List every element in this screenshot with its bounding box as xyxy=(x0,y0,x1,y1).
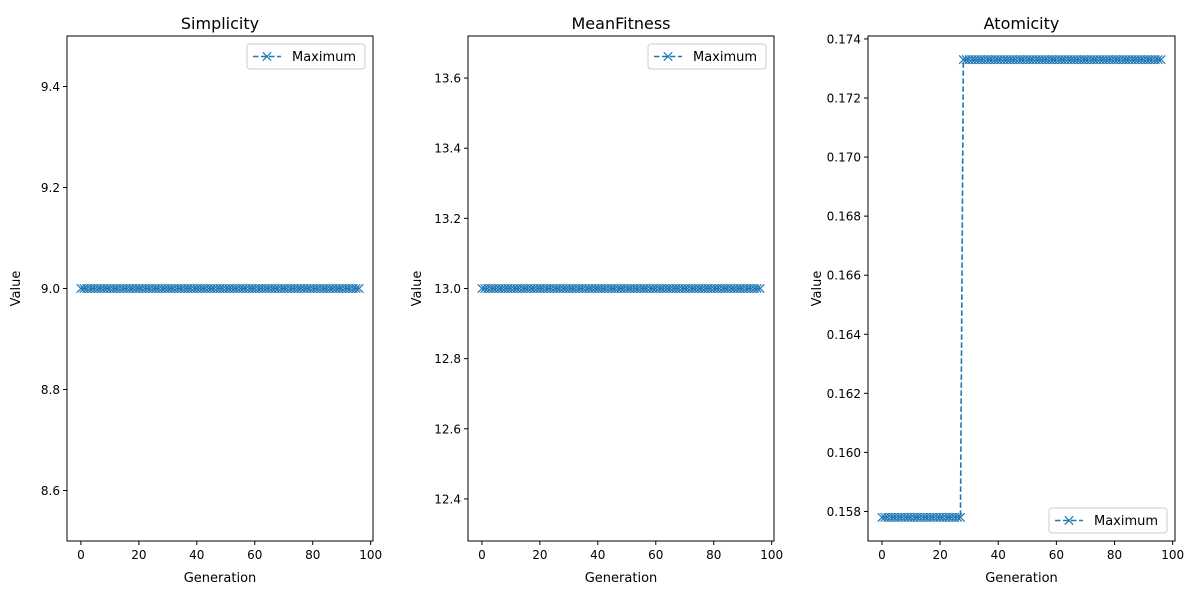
y-tick-label: 0.174 xyxy=(827,32,861,46)
y-tick-label: 9.0 xyxy=(41,282,60,296)
y-tick-label: 0.158 xyxy=(827,505,861,519)
y-tick-label: 0.162 xyxy=(827,387,861,401)
y-tick-label: 13.0 xyxy=(434,282,461,296)
chart-title: Simplicity xyxy=(181,14,259,33)
x-tick-label: 40 xyxy=(189,548,204,562)
y-axis-label: Value xyxy=(810,271,825,307)
subplot-1: Simplicity 0 20 40 60 80 100 8.6 8.8 9.0 9.2 9.4 Gen… xyxy=(9,14,382,586)
y-tick-label: 0.168 xyxy=(827,210,861,224)
legend: Maximum xyxy=(647,43,767,70)
x-tick-label: 40 xyxy=(590,548,605,562)
y-tick-label: 12.4 xyxy=(434,492,461,506)
legend-marker xyxy=(262,51,272,62)
x-tick-label: 100 xyxy=(1161,548,1184,562)
y-tick-label: 8.8 xyxy=(41,383,60,397)
y-tick-label: 12.6 xyxy=(434,422,461,436)
y-tick-label: 13.6 xyxy=(434,72,461,86)
x-tick-label: 80 xyxy=(1107,548,1122,562)
legend-box xyxy=(647,43,767,70)
y-tick-label: 12.8 xyxy=(434,352,461,366)
x-tick-label: 100 xyxy=(359,548,382,562)
y-tick-label: 9.2 xyxy=(41,181,60,195)
y-tick-label: 9.4 xyxy=(41,80,60,94)
x-tick-label: 20 xyxy=(532,548,547,562)
data-point xyxy=(755,283,765,294)
x-tick-label: 80 xyxy=(305,548,320,562)
y-tick-label: 0.166 xyxy=(827,269,861,283)
legend-box xyxy=(246,43,366,70)
subplot-2: MeanFitness 0 20 40 60 80 100 12.4 12.6 12.8 13.0 1… xyxy=(410,14,783,586)
x-axis-label: Generation xyxy=(184,571,257,586)
x-axis-label: Generation xyxy=(985,571,1058,586)
data-point xyxy=(952,512,963,522)
data-point xyxy=(351,283,361,294)
data-point xyxy=(1156,55,1166,65)
y-tick-label: 0.160 xyxy=(827,446,861,460)
y-tick-label: 0.170 xyxy=(827,151,861,165)
data-point xyxy=(354,283,364,294)
y-axis-label: Value xyxy=(9,271,24,307)
series-line-maximum xyxy=(881,58,1162,519)
data-point xyxy=(1153,55,1163,65)
y-tick-label: 0.172 xyxy=(827,92,861,106)
x-tick-label: 80 xyxy=(706,548,721,562)
x-axis-label: Generation xyxy=(585,571,658,586)
x-tick-label: 40 xyxy=(991,548,1006,562)
x-tick-label: 60 xyxy=(247,548,262,562)
legend-label: Maximum xyxy=(292,50,356,65)
legend-marker xyxy=(1064,515,1074,526)
y-tick-label: 13.2 xyxy=(434,212,461,226)
x-tick-label: 0 xyxy=(478,548,486,562)
x-tick-label: 0 xyxy=(878,548,886,562)
legend-box xyxy=(1048,507,1168,534)
y-axis-label: Value xyxy=(410,271,425,307)
subplot-3: Atomicity 0 20 40 60 80 100 0.158 0.160 0.162 0.16… xyxy=(810,14,1184,586)
chart-title: Atomicity xyxy=(984,14,1060,33)
data-point xyxy=(955,512,966,522)
x-tick-label: 20 xyxy=(932,548,947,562)
legend: Maximum xyxy=(1048,507,1168,534)
legend: Maximum xyxy=(246,43,366,70)
data-point xyxy=(752,283,762,294)
x-tick-label: 60 xyxy=(648,548,663,562)
y-tick-label: 13.4 xyxy=(434,142,461,156)
x-tick-label: 60 xyxy=(1049,548,1064,562)
x-tick-label: 0 xyxy=(77,548,85,562)
x-tick-label: 100 xyxy=(760,548,783,562)
y-tick-label: 0.164 xyxy=(827,328,861,342)
x-tick-label: 20 xyxy=(131,548,146,562)
legend-label: Maximum xyxy=(1094,514,1158,529)
axes-frame xyxy=(867,35,1176,542)
y-tick-label: 8.6 xyxy=(41,484,60,498)
chart-title: MeanFitness xyxy=(571,14,670,33)
legend-marker xyxy=(663,51,673,62)
legend-label: Maximum xyxy=(693,50,757,65)
